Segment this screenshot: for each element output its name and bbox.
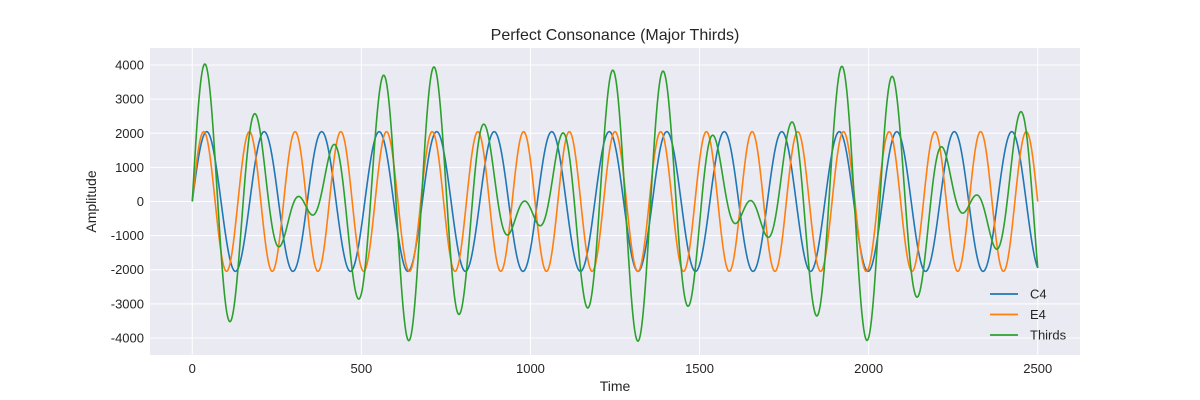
x-tick-label: 1500 — [685, 361, 714, 376]
series-line-e4 — [191, 130, 1039, 273]
grid — [150, 48, 1080, 355]
y-tick-label: 0 — [137, 194, 144, 209]
y-axis-label: Amplitude — [83, 170, 99, 232]
y-tick-label: 3000 — [115, 92, 144, 107]
y-tick-label: -2000 — [111, 262, 144, 277]
x-tick-label: 0 — [189, 361, 196, 376]
y-tick-label: -4000 — [111, 330, 144, 345]
x-tick-label: 2500 — [1023, 361, 1052, 376]
chart-title: Perfect Consonance (Major Thirds) — [491, 27, 740, 44]
x-axis-label: Time — [600, 378, 631, 394]
y-tick-label: -1000 — [111, 228, 144, 243]
x-tick-label: 500 — [351, 361, 373, 376]
legend-label: Thirds — [1030, 328, 1067, 343]
y-tick-label: 2000 — [115, 126, 144, 141]
tick-labels: 0 500 1000 1500 2000 2500 -4000 -3000 -2000 -1000… — [111, 58, 1052, 376]
y-tick-label: -3000 — [111, 296, 144, 311]
series-line-c4 — [191, 130, 1039, 273]
y-tick-label: 1000 — [115, 160, 144, 175]
y-tick-label: 4000 — [115, 58, 144, 73]
series-layer — [191, 63, 1039, 342]
legend-label: C4 — [1030, 287, 1047, 302]
legend-label: E4 — [1030, 307, 1046, 322]
x-tick-label: 1000 — [516, 361, 545, 376]
x-tick-label: 2000 — [854, 361, 883, 376]
series-line-thirds — [191, 63, 1039, 342]
legend: C4 E4 Thirds — [990, 287, 1067, 343]
